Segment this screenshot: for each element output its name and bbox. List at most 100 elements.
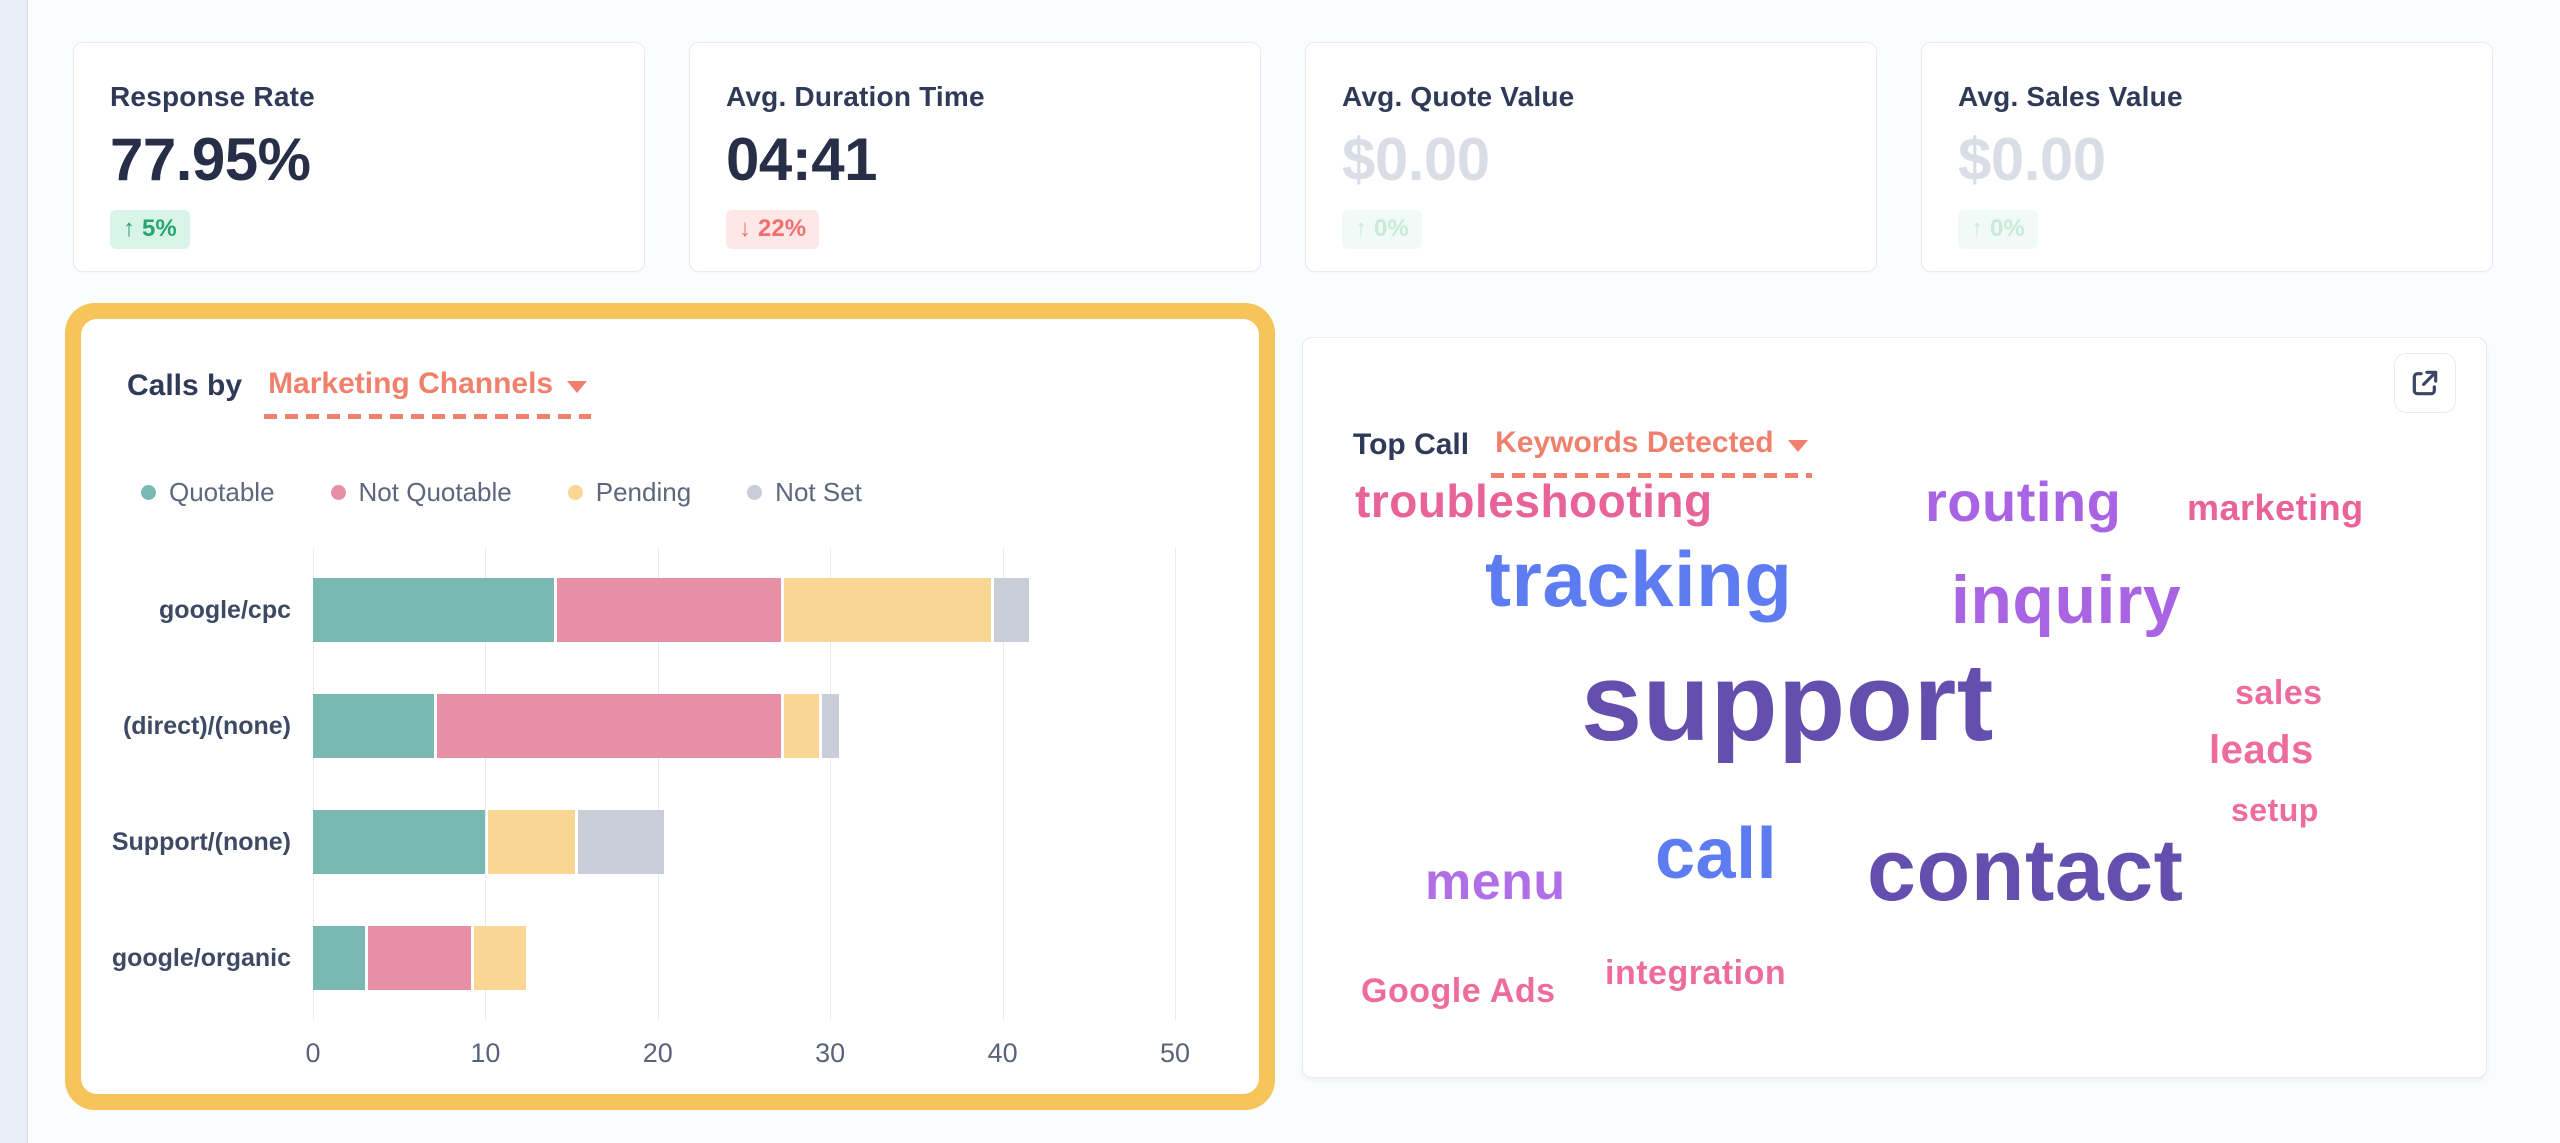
keyword-leads[interactable]: leads (2209, 728, 2314, 772)
sidebar-edge (0, 0, 28, 1143)
bar-row-google-organic (313, 900, 1175, 1016)
stacked-bar-chart: google/cpc (direct)/(none) Support/(none) g… (111, 548, 1213, 1068)
bar-track (313, 926, 1175, 990)
legend-dot (330, 485, 346, 500)
category-label-support-none: Support/(none) (111, 827, 291, 856)
bar-track (313, 578, 1175, 642)
kpi-delta-badge: ↑ 0% (1958, 210, 2038, 249)
legend-item-not-quotable[interactable]: Not Quotable (330, 477, 512, 508)
keyword-wordcloud: troubleshooting routing marketing tracking i… (1303, 338, 2486, 1077)
top-call-panel: Top Call Keywords Detected troubleshooti… (1302, 337, 2487, 1078)
bar-segment-pending[interactable] (784, 578, 992, 642)
keywords-detected-selector[interactable]: Keywords Detected (1491, 426, 1812, 478)
keyword-tracking[interactable]: tracking (1485, 535, 1793, 623)
gridline (1175, 548, 1176, 1020)
bar-track (313, 694, 1175, 758)
bar-segment-not-quotable[interactable] (367, 926, 472, 990)
bar-track (313, 810, 1175, 874)
bar-segment-quotable[interactable] (313, 810, 486, 874)
keyword-menu[interactable]: menu (1425, 853, 1566, 911)
kpi-delta-badge: ↓ 22% (726, 210, 820, 249)
chevron-down-icon (1787, 440, 1808, 452)
calls-by-title: Calls by (127, 369, 243, 402)
x-axis-tick: 50 (1159, 1038, 1191, 1068)
legend-item-quotable[interactable]: Quotable (141, 477, 275, 508)
bar-row-direct-none (313, 668, 1175, 784)
kpi-card-value: $0.00 (1958, 126, 2106, 193)
legend-label: Not Quotable (358, 477, 512, 507)
bar-segment-not-quotable[interactable] (436, 694, 782, 758)
legend-dot (567, 485, 583, 500)
bar-segment-not-quotable[interactable] (557, 578, 782, 642)
keyword-inquiry[interactable]: inquiry (1951, 562, 2182, 638)
bar-segment-quotable[interactable] (313, 694, 434, 758)
bar-segment-quotable[interactable] (313, 926, 365, 990)
keyword-marketing[interactable]: marketing (2187, 487, 2364, 528)
chevron-down-icon (567, 381, 588, 393)
category-label-direct-none: (direct)/(none) (122, 711, 291, 740)
category-label-google-cpc: google/cpc (159, 595, 291, 624)
legend-label: Not Set (775, 477, 862, 507)
legend-item-pending[interactable]: Pending (567, 477, 692, 508)
bar-segment-quotable[interactable] (313, 578, 555, 642)
calls-by-panel: Calls by Marketing Channels Quotable Not … (81, 319, 1259, 1094)
keyword-contact[interactable]: contact (1867, 820, 2184, 919)
kpi-card-avg-duration-time: Avg. Duration Time 04:41 ↓ 22% (689, 42, 1261, 272)
bar-row-google-cpc (313, 552, 1175, 668)
x-axis-tick: 40 (987, 1038, 1018, 1068)
bar-segment-not-set[interactable] (994, 578, 1029, 642)
kpi-card-title: Response Rate (110, 81, 315, 112)
x-axis-tick: 30 (815, 1038, 846, 1068)
keyword-google-ads[interactable]: Google Ads (1361, 972, 1556, 1010)
legend-label: Pending (595, 477, 692, 507)
top-call-header: Top Call Keywords Detected (1353, 426, 1812, 478)
bar-segment-pending[interactable] (784, 694, 819, 758)
kpi-row: Response Rate 77.95% ↑ 5% Avg. Duration Time… (73, 42, 2493, 272)
keyword-integration[interactable]: integration (1605, 954, 1787, 992)
kpi-delta-value: 0% (1990, 215, 2025, 242)
legend-label: Quotable (169, 477, 275, 507)
kpi-card-avg-sales-value: Avg. Sales Value $0.00 ↑ 0% (1921, 42, 2493, 272)
arrow-up-icon: ↑ (1355, 215, 1367, 242)
bar-row-support-none (313, 784, 1175, 900)
dashed-underline (264, 414, 592, 419)
kpi-delta-value: 5% (142, 215, 177, 242)
kpi-card-avg-quote-value: Avg. Quote Value $0.00 ↑ 0% (1305, 42, 1877, 272)
keyword-support[interactable]: support (1581, 641, 1994, 764)
legend-item-not-set[interactable]: Not Set (747, 477, 862, 508)
x-axis-tick: 0 (305, 1038, 321, 1068)
kpi-card-value: 04:41 (726, 126, 877, 193)
kpi-card-value: 77.95% (110, 126, 311, 193)
gridline (830, 548, 832, 1020)
x-axis-tick: 20 (642, 1038, 673, 1068)
calls-panel-highlight-ring: Calls by Marketing Channels Quotable Not … (65, 303, 1275, 1110)
gridline (657, 548, 659, 1020)
x-axis-tick: 10 (470, 1038, 501, 1068)
bar-segment-pending[interactable] (474, 926, 526, 990)
kpi-delta-badge: ↑ 5% (110, 210, 190, 249)
keyword-call[interactable]: call (1655, 814, 1778, 894)
keyword-sales[interactable]: sales (2235, 674, 2323, 712)
chart-legend: Quotable Not Quotable Pending Not Set (141, 477, 1213, 508)
export-button[interactable] (2394, 353, 2456, 413)
kpi-delta-value: 22% (758, 215, 807, 242)
kpi-card-title: Avg. Duration Time (726, 81, 985, 112)
category-label-google-organic: google/organic (111, 943, 291, 972)
category-labels: google/cpc (direct)/(none) Support/(none) g… (111, 552, 313, 1016)
legend-dot (141, 485, 156, 500)
arrow-up-icon: ↑ (123, 215, 135, 242)
marketing-channels-selector[interactable]: Marketing Channels (264, 367, 592, 419)
bar-segment-not-set[interactable] (577, 810, 664, 874)
bar-segment-not-set[interactable] (821, 694, 840, 758)
bar-segment-pending[interactable] (488, 810, 575, 874)
keyword-setup[interactable]: setup (2231, 792, 2319, 828)
kpi-card-title: Avg. Sales Value (1958, 81, 2183, 112)
gridline (1002, 548, 1004, 1020)
arrow-up-icon: ↑ (1971, 215, 1983, 242)
kpi-card-response-rate: Response Rate 77.95% ↑ 5% (73, 42, 645, 272)
keyword-routing[interactable]: routing (1925, 470, 2122, 533)
calls-by-header: Calls by Marketing Channels (127, 367, 1213, 419)
chart-plot-area: 0 10 20 30 40 50 (305, 548, 1190, 1068)
keyword-troubleshooting[interactable]: troubleshooting (1355, 475, 1713, 527)
kpi-card-value: $0.00 (1342, 126, 1490, 193)
